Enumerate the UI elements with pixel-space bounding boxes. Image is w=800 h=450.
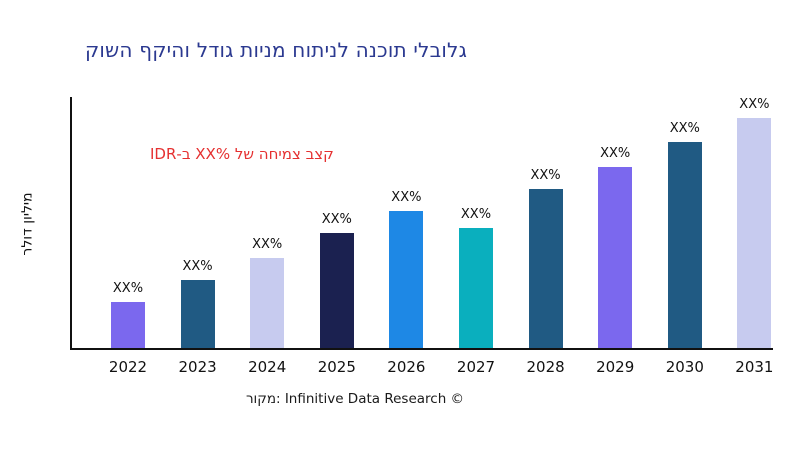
bar-2024: [250, 258, 285, 350]
bar-value-label-2023: XX%: [182, 259, 213, 274]
x-tick-2026: 2026: [387, 358, 426, 376]
x-tick-2027: 2027: [456, 358, 496, 376]
bar-value-label-2031: XX%: [739, 97, 770, 112]
bar-2025: [319, 233, 354, 350]
source-credit: מקור: Infinitive Data Research ©: [245, 391, 465, 407]
bar-value-label-2025: XX%: [321, 212, 352, 227]
y-axis-line: [70, 97, 72, 350]
plot-area: XX% 2022 XX% 2023 XX% 2024 XX% 2025 XX% 2026 XX% 20…: [70, 97, 773, 376]
bar-value-label-2027: XX%: [460, 207, 492, 222]
x-tick-2025: 2025: [317, 358, 356, 376]
y-axis-label: מיליון דולר: [8, 97, 48, 350]
bar-2028: [528, 189, 563, 350]
chart-title: גלובלי תוכנה לניתוח מניות גודל והיקף השו…: [85, 38, 468, 62]
bar-value-label-2030: XX%: [669, 121, 700, 136]
bar-2030: [667, 142, 702, 350]
bar-2031: [737, 118, 772, 350]
bar-2027: [459, 228, 493, 350]
x-axis-line: [70, 348, 773, 350]
growth-annotation: קצב צמיחה של XX% ב-IDR: [150, 145, 334, 163]
x-tick-2031: 2031: [735, 358, 774, 376]
x-tick-2030: 2030: [665, 358, 704, 376]
x-tick-2028: 2028: [526, 358, 565, 376]
bar-2023: [180, 280, 215, 350]
x-tick-2029: 2029: [596, 358, 635, 376]
x-tick-2022: 2022: [108, 358, 148, 376]
y-axis-label-text: מיליון דולר: [20, 191, 36, 256]
growth-annotation-value: XX%: [195, 145, 231, 163]
bar-value-label-2022: XX%: [112, 281, 144, 296]
bar-value-label-2026: XX%: [391, 190, 422, 205]
bar-2029: [598, 167, 633, 350]
bar-value-label-2024: XX%: [252, 237, 283, 252]
bar-value-label-2028: XX%: [530, 168, 561, 183]
growth-annotation-prefix: קצב צמיחה של: [234, 145, 334, 163]
growth-annotation-suffix: ב-IDR: [150, 145, 191, 163]
bar-value-label-2029: XX%: [600, 146, 631, 161]
bar-2026: [389, 211, 424, 350]
bar-2022: [111, 302, 145, 350]
x-tick-2024: 2024: [248, 358, 287, 376]
x-tick-2023: 2023: [178, 358, 217, 376]
